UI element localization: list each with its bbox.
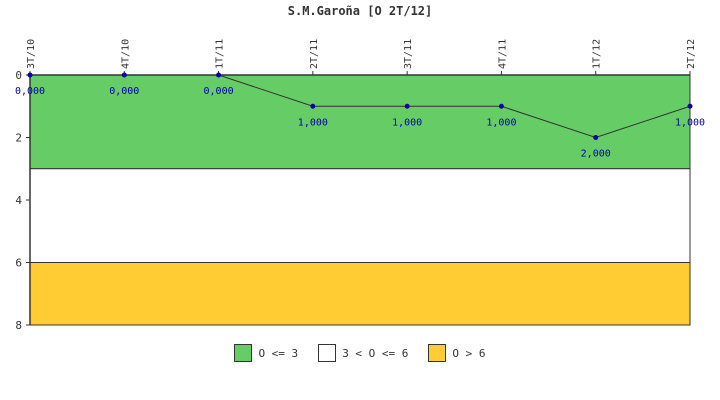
legend-label-0: O <= 3 bbox=[258, 346, 299, 360]
series-line bbox=[27, 72, 693, 140]
x-tick-label-3: 2T/11 bbox=[309, 39, 320, 69]
data-point-4 bbox=[404, 103, 410, 109]
x-tick-label-0: 3T/10 bbox=[26, 39, 37, 69]
data-point-6 bbox=[593, 135, 599, 140]
legend-swatch-1 bbox=[318, 344, 337, 362]
data-point-2 bbox=[216, 72, 222, 78]
data-point-3 bbox=[310, 103, 316, 109]
x-tick-label-2: 1T/11 bbox=[215, 39, 226, 69]
x-tick-label-5: 4T/11 bbox=[497, 39, 508, 69]
data-label-7: 1,000 bbox=[675, 117, 705, 128]
data-point-1 bbox=[121, 72, 127, 78]
legend: O <= 3 3 < O <= 6 O > 6 bbox=[0, 344, 720, 362]
x-tick-label-1: 4T/10 bbox=[120, 39, 131, 69]
x-tick-label-4: 3T/11 bbox=[403, 39, 414, 69]
legend-item-0: O <= 3 bbox=[234, 344, 298, 362]
y-tick-label-1: 2 bbox=[15, 132, 22, 145]
data-label-4: 1,000 bbox=[392, 117, 422, 128]
data-label-3: 1,000 bbox=[298, 117, 328, 128]
legend-item-1: 3 < O <= 6 bbox=[318, 344, 408, 362]
legend-item-2: O > 6 bbox=[428, 344, 486, 362]
legend-swatch-0 bbox=[234, 344, 253, 362]
data-point-7 bbox=[687, 103, 693, 109]
data-label-0: 0,000 bbox=[15, 86, 45, 97]
legend-label-2: O > 6 bbox=[452, 346, 486, 360]
data-label-1: 0,000 bbox=[109, 86, 139, 97]
y-tick-label-2: 4 bbox=[15, 194, 22, 207]
series-line-path bbox=[30, 74, 691, 139]
x-tick-label-7: 2T/12 bbox=[686, 39, 697, 69]
x-tick-label-6: 1T/12 bbox=[592, 39, 603, 69]
legend-label-1: 3 < O <= 6 bbox=[342, 346, 409, 360]
band-0 bbox=[29, 74, 691, 170]
y-tick-label-3: 6 bbox=[15, 257, 22, 270]
chart: S.M.Garoña [O 2T/12] 0 2 4 6 8 3T/10 4T/10 1T/1… bbox=[15, 4, 705, 332]
band-1 bbox=[29, 168, 691, 263]
band-2 bbox=[29, 262, 691, 326]
data-label-2: 0,000 bbox=[204, 86, 234, 97]
y-tick-label-4: 8 bbox=[15, 319, 22, 332]
data-label-5: 1,000 bbox=[486, 117, 516, 128]
y-tick-label-0: 0 bbox=[15, 69, 22, 82]
data-label-6: 2,000 bbox=[581, 149, 611, 160]
data-labels: 0,000 0,000 0,000 1,000 1,000 1,000 2,000 1,000 bbox=[15, 86, 705, 160]
chart-title: S.M.Garoña [O 2T/12] bbox=[288, 4, 433, 18]
data-point-0 bbox=[27, 72, 33, 78]
threshold-bands bbox=[29, 74, 691, 326]
data-point-5 bbox=[498, 103, 504, 109]
legend-swatch-2 bbox=[428, 344, 447, 362]
